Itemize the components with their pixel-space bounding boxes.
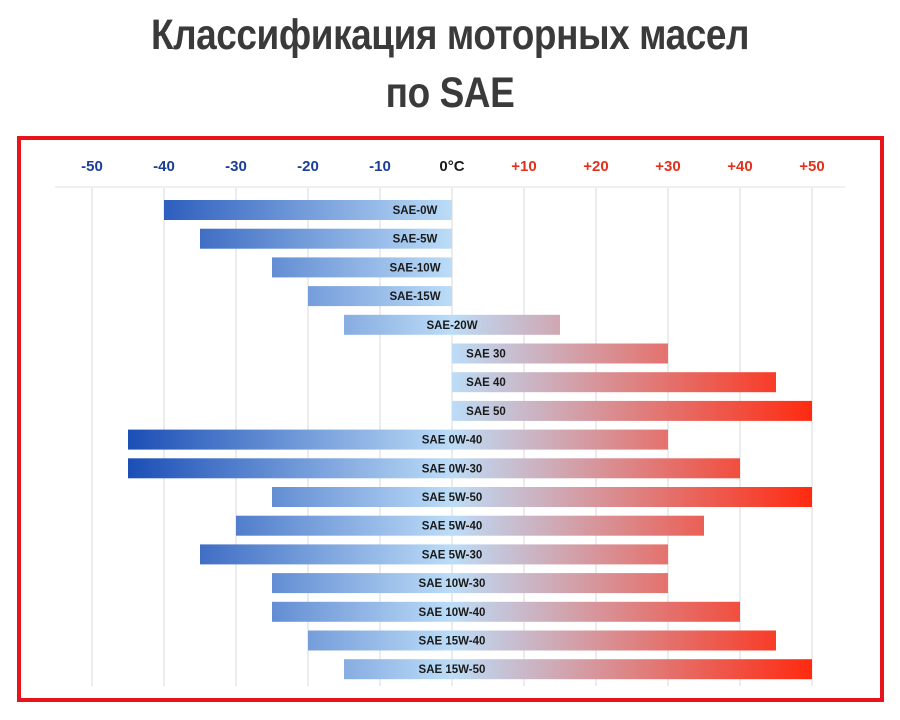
bar — [452, 400, 812, 421]
x-axis-ticks: -50 -40 -30 -20 -10 0°C +10 +20 +30 +40 +50 — [81, 158, 825, 175]
bar-label: SAE 30 — [466, 349, 506, 361]
bar-label: SAE 50 — [466, 406, 506, 418]
bar — [344, 314, 560, 335]
bar-label: SAE 10W-30 — [419, 578, 486, 590]
bar-label: SAE 5W-50 — [422, 492, 482, 504]
bar-label: SAE 5W-30 — [422, 549, 482, 561]
bar — [344, 659, 812, 680]
chart-frame — [17, 136, 884, 702]
bar-label: SAE 15W-50 — [419, 664, 486, 676]
bar-label: SAE 0W-40 — [422, 435, 482, 447]
tick-label: -20 — [297, 158, 319, 175]
bar — [272, 487, 812, 507]
chart-title-line-1: Классификация моторных масел — [150, 11, 750, 59]
tick-label: -40 — [153, 158, 175, 175]
bar — [128, 429, 668, 450]
bar — [164, 200, 452, 220]
bar-label: SAE-10W — [389, 262, 440, 274]
bar-label: SAE 0W-30 — [422, 463, 482, 475]
bar-label: SAE 10W-40 — [419, 607, 486, 619]
tick-label: -50 — [81, 158, 103, 175]
bar — [200, 544, 668, 565]
bar-label: SAE 40 — [466, 377, 506, 389]
tick-label: +10 — [511, 158, 536, 175]
chart-title: Классификация моторных масел по SAE — [63, 6, 837, 122]
bars: SAE-0W SAE-5W SAE-10W SAE-15W SAE-20W SAE 30 S… — [128, 200, 812, 680]
bar — [308, 286, 452, 307]
bar — [200, 228, 452, 249]
bar — [452, 372, 776, 393]
bar — [308, 630, 776, 651]
bar-label: SAE 5W-40 — [422, 521, 482, 533]
bar-label: SAE-0W — [393, 205, 438, 217]
bar — [236, 515, 704, 536]
bar — [272, 257, 452, 278]
tick-label: +20 — [583, 158, 608, 175]
bar-label: SAE-5W — [393, 234, 438, 246]
bar — [128, 458, 740, 479]
tick-label: -30 — [225, 158, 247, 175]
bar — [452, 343, 668, 364]
tick-label: +30 — [655, 158, 680, 175]
bar — [272, 573, 668, 594]
tick-label: +50 — [799, 158, 824, 175]
bar — [272, 601, 740, 622]
tick-label: 0°C — [439, 158, 464, 175]
tick-label: +40 — [727, 158, 752, 175]
bar-label: SAE-20W — [426, 320, 477, 332]
tick-label: -10 — [369, 158, 391, 175]
bar-label: SAE 15W-40 — [419, 636, 486, 648]
chart-title-line-2: по SAE — [385, 69, 515, 117]
bar-label: SAE-15W — [389, 291, 440, 303]
